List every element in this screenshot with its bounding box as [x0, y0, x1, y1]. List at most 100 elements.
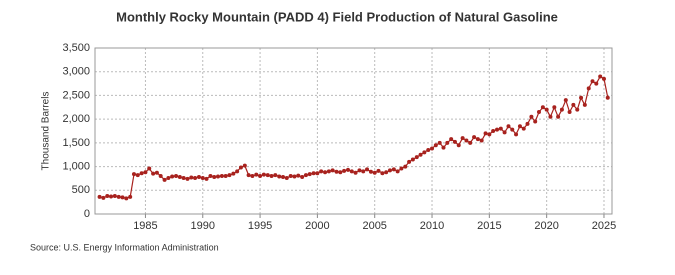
data-point	[487, 132, 492, 137]
data-point	[120, 195, 125, 200]
data-point	[296, 173, 301, 178]
data-point	[330, 168, 335, 173]
data-point	[250, 174, 255, 179]
data-point	[284, 175, 289, 180]
data-point	[162, 177, 167, 182]
x-tick-label: 2010	[420, 220, 444, 232]
data-point	[514, 132, 519, 137]
x-tick-label: 1985	[133, 220, 157, 232]
y-tick-label: 3,500	[62, 42, 90, 54]
data-point	[338, 170, 343, 175]
chart-title: Monthly Rocky Mountain (PADD 4) Field Pr…	[116, 9, 558, 24]
x-tick-label: 1990	[191, 220, 215, 232]
data-point	[300, 175, 305, 180]
data-point	[170, 174, 175, 179]
y-axis-label: Thousand Barrels	[41, 92, 52, 171]
data-point	[326, 169, 331, 174]
data-point	[598, 74, 603, 79]
data-point	[567, 110, 572, 115]
data-point	[445, 140, 450, 145]
data-point	[208, 174, 213, 179]
data-point	[552, 105, 557, 110]
data-point	[430, 146, 435, 151]
data-point	[128, 194, 133, 199]
data-point	[441, 145, 446, 150]
data-point	[97, 194, 102, 199]
data-point	[200, 175, 205, 180]
data-point	[112, 193, 117, 198]
plot-frame	[94, 47, 613, 215]
data-point	[414, 155, 419, 160]
data-point	[307, 172, 312, 177]
data-point	[479, 138, 484, 143]
data-point	[193, 175, 198, 180]
y-tick-label: 1,000	[62, 160, 90, 172]
y-tick-label: 500	[72, 184, 90, 196]
data-point	[181, 175, 186, 180]
data-point	[223, 174, 228, 179]
data-point	[219, 174, 224, 179]
data-point	[502, 130, 507, 135]
data-point	[380, 171, 385, 176]
data-point	[556, 114, 561, 119]
data-point	[559, 107, 564, 112]
data-point	[154, 170, 159, 175]
data-point	[235, 169, 240, 174]
data-point	[495, 127, 500, 132]
data-point	[177, 175, 182, 180]
data-point	[261, 172, 266, 177]
data-point	[506, 124, 511, 129]
data-point	[246, 173, 251, 178]
data-point	[238, 165, 243, 170]
data-point	[135, 173, 140, 178]
data-point	[292, 174, 297, 179]
data-point	[548, 114, 553, 119]
data-point	[437, 140, 442, 145]
data-point	[143, 170, 148, 175]
data-point	[410, 157, 415, 162]
data-point	[472, 135, 477, 140]
data-point	[116, 194, 121, 199]
y-tick-label: 0	[84, 208, 90, 220]
data-point	[510, 127, 515, 132]
data-point	[166, 175, 171, 180]
y-tick-label: 2,000	[62, 113, 90, 125]
data-point	[139, 171, 144, 176]
data-point	[101, 195, 106, 200]
data-point	[342, 168, 347, 173]
data-point	[571, 102, 576, 107]
data-point	[433, 143, 438, 148]
x-tick-label: 2005	[362, 220, 386, 232]
data-point	[372, 170, 377, 175]
data-point	[529, 114, 534, 119]
data-point	[365, 167, 370, 172]
data-point	[212, 175, 217, 180]
x-tick-label: 2020	[534, 220, 558, 232]
data-point	[536, 110, 541, 115]
data-point	[231, 171, 236, 176]
data-point	[575, 107, 580, 112]
data-point	[273, 173, 278, 178]
data-point	[491, 129, 496, 133]
source-note: Source: U.S. Energy Information Administ…	[30, 242, 219, 252]
data-point	[353, 170, 358, 175]
data-point	[242, 163, 247, 168]
data-point	[277, 174, 282, 179]
data-point	[384, 170, 389, 175]
data-point	[216, 174, 221, 179]
data-point	[288, 174, 293, 179]
y-tick-label: 3,000	[62, 66, 90, 78]
data-point	[368, 169, 373, 174]
data-point	[189, 175, 194, 180]
data-point	[311, 171, 316, 176]
data-point	[426, 147, 431, 152]
data-point	[579, 95, 584, 100]
data-point	[391, 167, 396, 172]
data-point	[265, 173, 270, 178]
data-point	[403, 164, 408, 169]
data-point	[269, 174, 274, 179]
data-point	[605, 95, 610, 100]
data-point	[147, 166, 152, 171]
data-point	[449, 137, 454, 142]
